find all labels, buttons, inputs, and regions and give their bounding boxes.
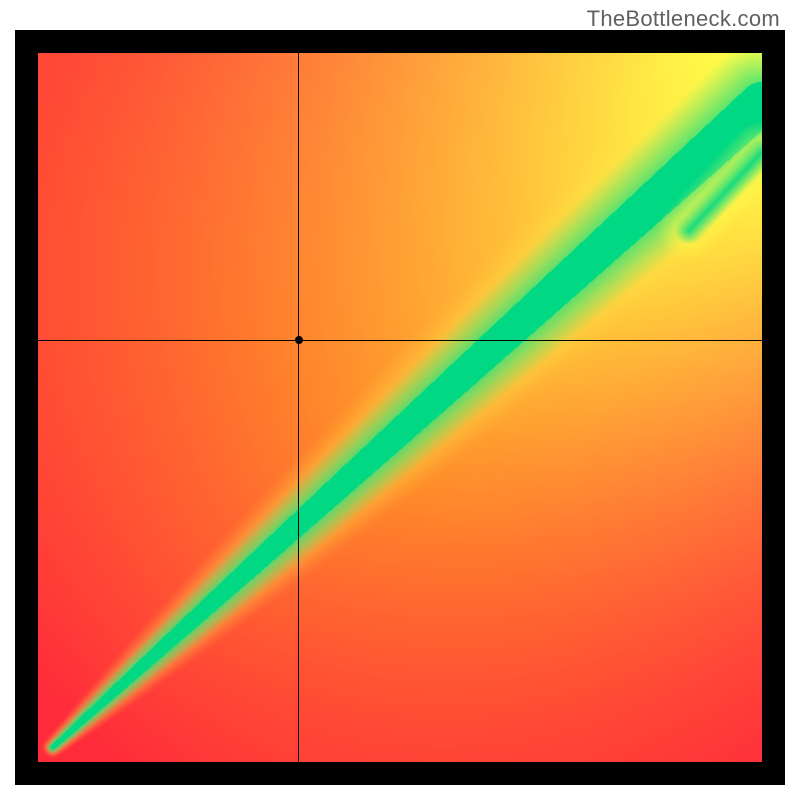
crosshair-horizontal [38, 340, 762, 341]
crosshair-marker [295, 336, 303, 344]
crosshair-vertical [298, 53, 299, 762]
watermark-text: TheBottleneck.com [587, 6, 780, 32]
chart-container: TheBottleneck.com [0, 0, 800, 800]
heatmap-canvas [38, 53, 762, 762]
plot-frame [15, 30, 785, 785]
